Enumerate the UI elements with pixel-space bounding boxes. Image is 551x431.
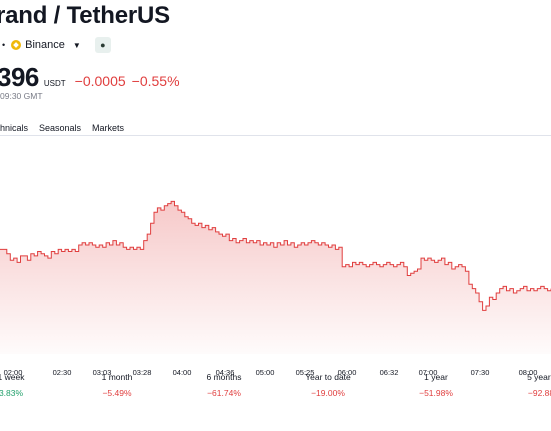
symbol-meta: • Binance ▼ ● <box>0 37 111 53</box>
performance-item[interactable]: 6 months −61.74% <box>207 372 242 398</box>
x-axis-label: 06:00 <box>338 368 357 377</box>
x-axis-label: 02:30 <box>53 368 72 377</box>
x-axis-label: 03:28 <box>133 368 152 377</box>
tabs-divider <box>0 135 551 136</box>
performance-label: 1 week <box>0 372 25 382</box>
x-axis-label: 03:03 <box>93 368 112 377</box>
performance-item[interactable]: 1 month −5.49% <box>102 372 133 398</box>
performance-item[interactable]: 1 year −51.98% <box>419 372 453 398</box>
performance-value: −61.74% <box>207 388 241 398</box>
price-area <box>0 201 551 354</box>
price-line <box>0 200 551 311</box>
tab-markets[interactable]: Markets <box>92 123 125 133</box>
tab-technicals[interactable]: hnicals <box>0 123 29 133</box>
x-axis-label: 05:00 <box>256 368 275 377</box>
performance-item[interactable]: 1 week 3.83% <box>0 372 24 398</box>
performance-value: −92.88 <box>527 388 551 398</box>
performance-item[interactable]: Year to date −19.00% <box>305 372 351 398</box>
performance-value: 3.83% <box>0 388 24 398</box>
x-axis-label: 04:36 <box>216 368 235 377</box>
performance-label: Year to date <box>305 372 351 382</box>
separator-dot: • <box>2 40 6 50</box>
market-status-icon[interactable]: ● <box>94 37 111 53</box>
performance-label: 1 year <box>424 372 448 382</box>
price-change: −0.0005 <box>74 73 126 89</box>
exchange-name[interactable]: Binance <box>25 39 65 51</box>
x-axis-label: 06:32 <box>380 368 399 377</box>
price-change-percent: −0.55% <box>131 73 180 89</box>
price-currency: USDT <box>43 79 66 88</box>
x-axis-label: 04:00 <box>173 368 192 377</box>
section-tabs: hnicals Seasonals Markets <box>0 123 124 133</box>
page-title: rand / TetherUS <box>0 2 170 29</box>
x-axis-label: 02:00 <box>4 368 23 377</box>
performance-label: 5 years <box>527 372 551 382</box>
tab-seasonals[interactable]: Seasonals <box>39 123 82 133</box>
performance-label: 6 months <box>206 372 242 382</box>
x-axis-label: 08:00 <box>519 368 538 377</box>
x-axis-label: 07:30 <box>471 368 490 377</box>
binance-logo-icon <box>11 40 22 50</box>
price-chart[interactable]: 02:00 02:30 03:03 03:28 04:00 04:36 05:00 05:25… <box>0 136 551 384</box>
performance-value: −51.98% <box>419 388 453 398</box>
performance-item[interactable]: 5 years −92.88 <box>527 372 551 398</box>
x-axis-label: 05:25 <box>296 368 315 377</box>
x-axis-label: 07:00 <box>419 368 438 377</box>
performance-value: −5.49% <box>102 388 132 398</box>
quote-row: 396 USDT −0.0005 −0.55% <box>0 62 180 93</box>
performance-label: 1 month <box>101 372 133 382</box>
last-price: 396 <box>0 62 39 92</box>
quote-time: 09:30 GMT <box>0 91 43 101</box>
chevron-down-icon[interactable]: ▼ <box>72 40 81 50</box>
performance-value: −19.00% <box>311 388 345 398</box>
